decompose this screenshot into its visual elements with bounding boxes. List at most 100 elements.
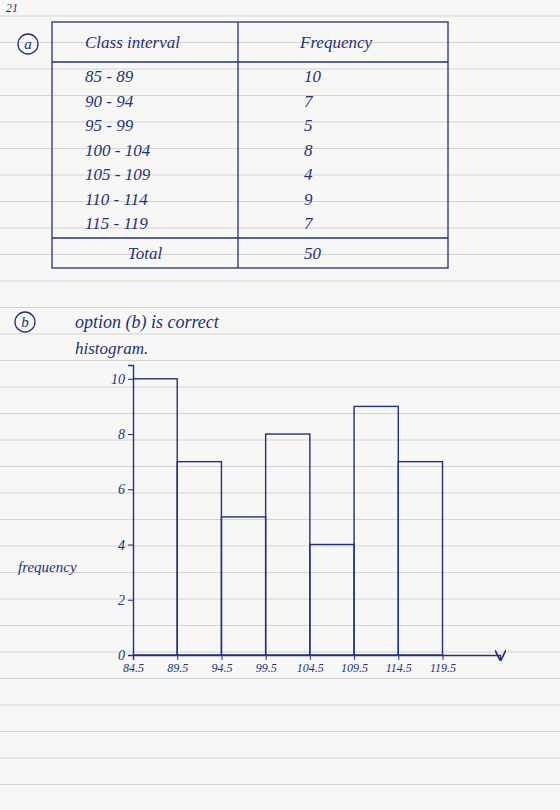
y-tick-label: 6 — [118, 482, 125, 497]
table-total-line — [52, 237, 448, 238]
table-cell: 4 — [304, 165, 313, 184]
bar — [398, 462, 442, 655]
y-tick-label: 8 — [118, 427, 125, 442]
part-label: a — [24, 36, 32, 52]
y-tick-label: 0 — [118, 648, 125, 663]
table: Class intervalFrequency85 - 891090 - 947… — [52, 22, 448, 268]
ruled-line — [0, 201, 560, 202]
x-tick-mark — [266, 655, 267, 660]
table-column-line — [237, 22, 238, 268]
x-tick-mark — [221, 655, 222, 660]
ruled-line — [0, 148, 560, 149]
x-tick-label: 99.5 — [256, 661, 277, 675]
y-tick: 8 — [118, 427, 133, 442]
x-tick-label: 114.5 — [386, 661, 412, 675]
y-tick: 6 — [118, 482, 133, 497]
x-tick: 99.5 — [256, 655, 277, 675]
ruled-line — [0, 599, 560, 600]
table-border — [52, 22, 448, 268]
part-circle — [15, 312, 35, 332]
table-header-line — [52, 61, 448, 62]
table-total: 50 — [304, 244, 322, 263]
ruled-line — [0, 69, 560, 70]
x-tick-label: 104.5 — [297, 661, 324, 675]
table-cell: 10 — [304, 67, 322, 86]
bar — [266, 434, 310, 655]
table-cell: 115 - 119 — [85, 214, 148, 233]
x-tick: 84.5 — [123, 655, 144, 675]
ruled-line — [0, 572, 560, 573]
statement: option (b) is correct — [75, 312, 220, 333]
y-tick-mark — [128, 434, 133, 435]
x-tick-label: 109.5 — [341, 661, 368, 675]
x-tick: 109.5 — [341, 655, 368, 675]
table-cell: 105 - 109 — [85, 165, 151, 184]
ruled-line — [0, 625, 560, 626]
x-tick-label: 84.5 — [123, 661, 144, 675]
ruled-line — [0, 228, 560, 229]
x-tick-mark — [443, 655, 444, 660]
x-tick: 114.5 — [386, 655, 412, 675]
table-cell: 7 — [304, 214, 314, 233]
y-tick-mark — [128, 379, 133, 380]
ruled-line — [0, 175, 560, 176]
ruled-line — [0, 493, 560, 494]
y-tick: 4 — [118, 538, 133, 553]
table-cell: 5 — [304, 116, 313, 135]
table-cell: 95 - 99 — [85, 116, 134, 135]
y-tick-mark — [128, 600, 133, 601]
ruled-line — [0, 42, 560, 43]
table-cell: 7 — [304, 92, 314, 111]
x-tick-mark — [310, 655, 311, 660]
table-cell: 110 - 114 — [85, 190, 148, 209]
ruled-line — [0, 254, 560, 255]
y-axis-title: frequency — [18, 559, 77, 575]
y-tick-label: 10 — [111, 372, 125, 387]
y-tick: 0 — [118, 648, 133, 663]
table-cell: 100 - 104 — [85, 141, 151, 160]
y-axis-line — [128, 366, 134, 656]
y-tick-label: 4 — [118, 538, 125, 553]
bar — [310, 545, 354, 655]
x-tick: 89.5 — [167, 655, 188, 675]
ruled-line — [0, 758, 560, 759]
x-tick-label: 94.5 — [211, 661, 232, 675]
x-tick: 119.5 — [430, 655, 456, 675]
ruled-line — [0, 466, 560, 467]
page-number: 21 — [6, 1, 18, 15]
ruled-lines — [0, 16, 560, 785]
x-tick: 94.5 — [211, 655, 232, 675]
ruled-line — [0, 678, 560, 679]
bar — [177, 462, 221, 655]
ruled-line — [0, 387, 560, 388]
table-total: Total — [128, 244, 163, 263]
part-label: b — [21, 314, 29, 330]
y-tick-mark — [128, 655, 133, 656]
ruled-line — [0, 440, 560, 441]
y-tick-label: 2 — [118, 593, 125, 608]
ruled-line — [0, 784, 560, 785]
ruled-line — [0, 95, 560, 96]
page: 21aClass intervalFrequency85 - 891090 - … — [0, 0, 560, 810]
part-circle — [18, 34, 38, 54]
table-header: Class interval — [85, 33, 180, 52]
table-cell: 85 - 89 — [85, 67, 134, 86]
x-tick: 104.5 — [297, 655, 324, 675]
bar — [221, 517, 265, 655]
x-axis: 84.5 89.5 94.5 99.5 104.5 109.5 114.5 119.5 — [123, 655, 501, 675]
bar — [354, 406, 398, 655]
y-tick: 10 — [111, 372, 133, 387]
y-tick-mark — [128, 489, 133, 490]
ruled-line — [0, 705, 560, 706]
x-tick-mark — [177, 655, 178, 660]
caption: histogram. — [75, 339, 148, 358]
x-axis-line — [134, 656, 501, 661]
y-tick: 2 — [118, 593, 133, 608]
y-tick-mark — [128, 545, 133, 546]
bar — [133, 379, 177, 655]
ruled-line — [0, 413, 560, 414]
ruled-line — [0, 731, 560, 732]
ruled-line — [0, 519, 560, 520]
y-axis: 0 2 4 6 8 10 — [111, 366, 134, 663]
ruled-line — [0, 546, 560, 547]
